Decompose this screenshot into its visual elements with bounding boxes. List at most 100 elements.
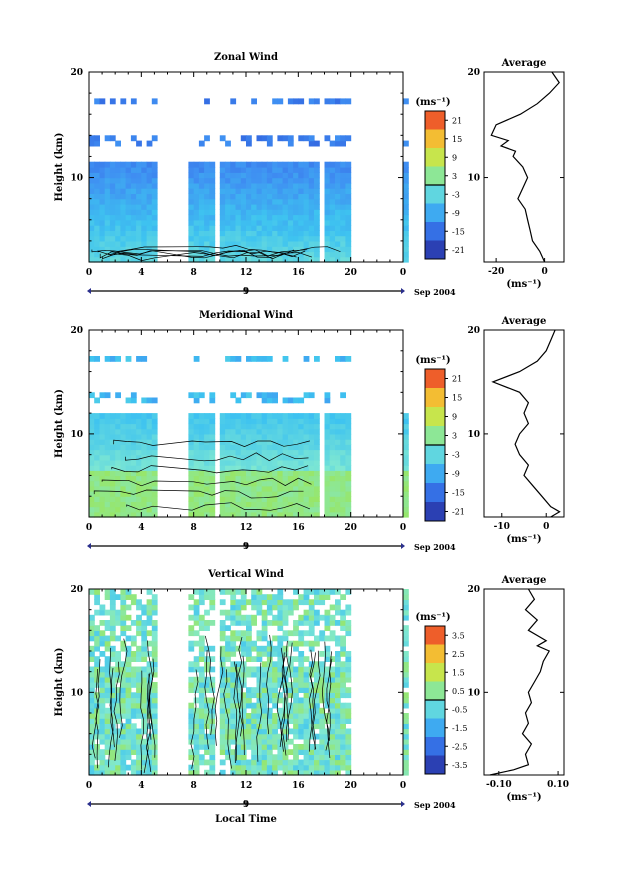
heatmap-cell [298,177,305,184]
heatmap-cell [219,676,226,683]
heatmap-cell [319,733,326,740]
heatmap-cell [293,423,299,430]
heatmap-cell [230,630,237,637]
heatmap-cell [125,177,132,184]
heatmap-cell [193,225,200,231]
heatmap-cell [188,511,195,518]
heatmap-cell [329,496,336,502]
heatmap-cell [335,230,341,237]
heatmap-cell [89,230,95,237]
heatmap-cell [120,459,127,466]
heatmap-cell [298,172,305,179]
heatmap-cell [235,687,242,693]
heatmap-cell [335,240,341,247]
heatmap-cell [314,444,320,451]
heatmap-cell [230,251,237,258]
heatmap-cell [272,219,278,226]
heatmap-cell [256,501,263,508]
heatmap-cell [115,182,121,189]
heatmap-cell [308,203,315,210]
heatmap-cell [329,614,336,621]
heatmap-cell [219,214,226,221]
heatmap-cell [314,718,320,724]
heatmap-cell [282,454,289,461]
heatmap-cell [115,480,121,487]
heatmap-cell [335,702,341,709]
heatmap-cell [403,188,409,194]
heatmap-cell [104,625,111,631]
heatmap-cell [136,470,142,477]
heatmap-cell [282,713,289,719]
heatmap-cell [104,209,111,216]
x-tick-label: 4 [138,523,144,533]
heatmap-cell [266,246,273,253]
heatmap-cell [335,356,341,362]
contour-line [97,249,308,257]
x-tick-label: 0 [86,781,92,791]
heatmap-cell [109,697,116,704]
heatmap-cell [329,428,336,435]
heatmap-cell [141,193,148,200]
heatmap-cell [204,235,210,242]
heatmap-cell [272,620,278,626]
heatmap-cell [94,198,100,205]
heatmap-cell [308,589,315,595]
heatmap-cell [256,594,263,600]
heatmap-cell [219,230,226,237]
heatmap-cell [298,676,305,683]
heatmap-cell [261,485,268,492]
heatmap-cell [251,167,257,173]
heatmap-cell [256,764,263,771]
x-tick-label: 12 [240,268,253,278]
heatmap-cell [277,759,284,766]
heatmap-cell [136,485,142,492]
heatmap-cell [272,501,278,508]
heatmap-cell [209,172,216,179]
heatmap-cell [130,444,137,451]
heatmap-cell [204,161,210,168]
heatmap-cell [324,645,331,652]
heatmap-cell [99,98,106,105]
heatmap-cell [235,198,242,205]
heatmap-cell [89,702,95,709]
heatmap-cell [209,485,216,492]
heatmap-cell [94,609,100,616]
heatmap-cell [115,692,121,699]
heatmap-cell [115,707,121,714]
average-title: Average [501,58,547,69]
heatmap-cell [403,182,409,189]
heatmap-cell [104,635,111,642]
heatmap-cell [193,251,200,258]
heatmap-cell [188,256,195,263]
heatmap-cell [219,459,226,466]
heatmap-cell [298,630,305,637]
heatmap-cell [104,692,111,699]
heatmap-cell [298,214,305,221]
heatmap-cell [230,496,237,502]
heatmap-cell [251,733,257,740]
heatmap-cell [403,723,409,730]
heatmap-cell [94,188,100,194]
heatmap-cell [261,209,268,216]
heatmap-cell [298,219,305,226]
heatmap-cell [345,459,352,466]
heatmap-cell [345,172,352,179]
heatmap-cell [94,635,100,642]
heatmap-cell [104,214,111,221]
heatmap-cell [303,167,310,173]
heatmap-cell [256,251,263,258]
heatmap-cell [246,697,252,704]
heatmap-cell [293,645,299,652]
heatmap-cell [293,733,299,740]
heatmap-cell [246,423,252,430]
heatmap-cell [345,214,352,221]
heatmap-cell [298,511,305,518]
heatmap-cell [235,769,242,776]
x-tick-label: 8 [191,781,197,791]
heatmap-cell [329,235,336,242]
heatmap-cell [324,240,331,247]
colorbar-tick-label: 21 [452,116,462,125]
heatmap-cell [130,418,137,425]
heatmap-cell [104,645,111,652]
